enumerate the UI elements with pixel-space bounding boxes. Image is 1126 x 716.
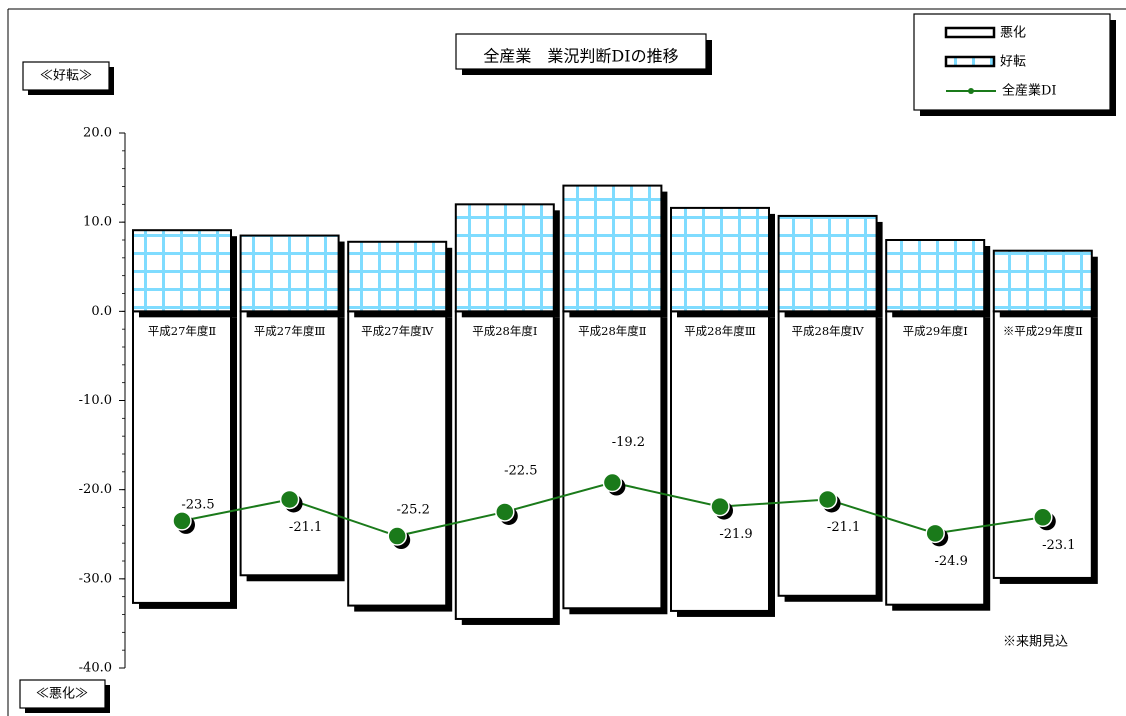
title-box: 全産業 業況判断DIの推移 <box>455 33 712 75</box>
bar-worse <box>885 310 986 606</box>
category-label: 平成29年度Ⅰ <box>903 324 968 338</box>
di-marker <box>1033 507 1053 528</box>
di-marker <box>602 472 623 493</box>
y-tick-label: 10.0 <box>83 215 112 230</box>
bar-better <box>670 206 770 313</box>
y-tick-label: -20.0 <box>79 482 112 497</box>
note-text: ※来期見込 <box>1003 635 1068 650</box>
bar-worse <box>347 310 448 607</box>
data-label: -21.1 <box>289 520 322 535</box>
label-bottom: ≪悪化≫ <box>36 687 88 702</box>
legend-item-worse: 悪化 <box>944 26 1026 41</box>
y-tick-label: 20.0 <box>83 126 112 141</box>
data-label: -23.1 <box>1042 538 1075 553</box>
category-label: 平成27年度Ⅲ <box>254 324 326 338</box>
category-label: 平成28年度Ⅰ <box>472 324 537 338</box>
bar-better <box>239 234 340 313</box>
bar-better <box>777 214 878 313</box>
bar-better <box>885 239 986 313</box>
di-marker <box>925 523 945 544</box>
category-label: ※平成29年度Ⅱ <box>1003 324 1083 338</box>
line-group <box>172 472 1056 550</box>
category-label: 平成28年度Ⅲ <box>684 324 756 338</box>
chart-title: 全産業 業況判断DIの推移 <box>483 47 678 66</box>
di-marker <box>387 526 407 546</box>
di-marker <box>279 489 300 510</box>
category-label-group: 平成27年度Ⅱ 平成27年度Ⅲ 平成27年度Ⅳ 平成28年度Ⅰ 平成28年度Ⅱ 平成28年… <box>148 324 1083 338</box>
di-marker <box>710 496 730 517</box>
y-tick-label: -30.0 <box>79 571 112 586</box>
di-marker <box>495 502 515 522</box>
category-label: 平成28年度Ⅳ <box>792 324 865 338</box>
data-label: -25.2 <box>397 503 430 518</box>
legend-item-better: 好転 <box>944 55 1026 70</box>
bar-better <box>454 203 555 313</box>
bar-worse <box>454 310 555 620</box>
bar-better <box>347 240 448 313</box>
di-marker <box>817 489 838 510</box>
category-label: 平成27年度Ⅱ <box>148 324 217 338</box>
data-label: -24.9 <box>935 554 968 569</box>
legend: 悪化 好転 全産業DI <box>913 13 1116 116</box>
bar-worse <box>562 310 663 610</box>
label-bottom-box: ≪悪化≫ <box>19 679 110 713</box>
data-label: -23.5 <box>181 497 214 512</box>
data-label: -21.1 <box>827 520 860 535</box>
y-tick-group: 20.0 10.0 0.0 -10.0 -20.0 -30.0 -40.0 <box>79 126 125 676</box>
data-label: -19.2 <box>612 435 645 450</box>
bar-worse <box>992 310 1093 579</box>
di-marker <box>172 511 192 531</box>
data-label-group: -23.5 -21.1 -25.2 -22.5 -19.2 -21.9 -21.1 -24.9… <box>181 435 1075 569</box>
y-tick-label: -40.0 <box>79 661 112 676</box>
legend-label-worse: 悪化 <box>1000 26 1026 41</box>
data-label: -21.9 <box>719 527 752 542</box>
category-label: 平成28年度Ⅱ <box>578 324 647 338</box>
label-top: ≪好転≫ <box>40 69 92 84</box>
bar-better <box>992 249 1093 313</box>
bar-better <box>562 184 663 313</box>
bar-better <box>132 229 232 313</box>
legend-item-di: 全産業DI <box>946 83 1057 99</box>
label-top-box: ≪好転≫ <box>22 61 114 95</box>
bar-worse <box>132 310 232 604</box>
legend-label-better: 好転 <box>1000 55 1026 70</box>
category-label: 平成27年度Ⅳ <box>361 324 434 338</box>
bar-group <box>132 184 1098 625</box>
y-tick-label: -10.0 <box>79 393 112 408</box>
bar-worse <box>239 310 340 577</box>
legend-label-di: 全産業DI <box>1002 83 1057 99</box>
y-tick-label: 0.0 <box>91 304 112 319</box>
bar-worse <box>670 310 770 612</box>
bar-worse <box>777 310 878 597</box>
data-label: -22.5 <box>504 463 537 478</box>
